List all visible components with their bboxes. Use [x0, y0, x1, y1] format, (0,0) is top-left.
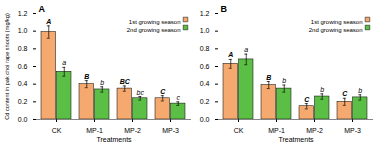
svg-text:MP-1: MP-1	[268, 127, 285, 134]
svg-text:C: C	[304, 96, 310, 103]
svg-text:MP-3: MP-3	[162, 127, 179, 134]
svg-text:C: C	[160, 88, 166, 95]
svg-text:2nd growing season: 2nd growing season	[127, 27, 181, 33]
svg-text:b: b	[282, 77, 286, 84]
svg-text:0.0: 0.0	[200, 116, 210, 123]
svg-text:0.6: 0.6	[18, 63, 28, 70]
svg-text:0.0: 0.0	[18, 116, 28, 123]
svg-text:CK: CK	[52, 127, 62, 134]
svg-text:c: c	[177, 94, 181, 101]
svg-text:bc: bc	[137, 89, 145, 96]
svg-text:0.6: 0.6	[200, 63, 210, 70]
svg-text:Cd content in pak choi rape sh: Cd content in pak choi rape shoots (mg/k…	[4, 13, 10, 120]
svg-text:Treatments: Treatments	[278, 136, 314, 143]
svg-text:A: A	[39, 4, 46, 14]
svg-text:0.8: 0.8	[18, 45, 28, 52]
svg-text:0.4: 0.4	[18, 80, 28, 87]
svg-text:B: B	[266, 74, 271, 81]
svg-text:1.0: 1.0	[200, 27, 210, 34]
svg-text:A: A	[45, 18, 51, 25]
svg-text:Treatments: Treatments	[96, 136, 132, 143]
svg-text:C: C	[342, 90, 348, 97]
svg-text:BC: BC	[120, 78, 131, 85]
svg-text:MP-1: MP-1	[86, 127, 103, 134]
svg-text:B: B	[221, 4, 228, 14]
svg-text:a: a	[244, 46, 248, 53]
svg-text:b: b	[358, 87, 362, 94]
svg-text:MP-2: MP-2	[306, 127, 323, 134]
svg-text:a: a	[62, 59, 66, 66]
svg-text:1.2: 1.2	[18, 10, 28, 17]
svg-text:1.2: 1.2	[200, 10, 210, 17]
svg-text:CK: CK	[234, 127, 244, 134]
svg-text:b: b	[320, 86, 324, 93]
svg-text:1.0: 1.0	[18, 27, 28, 34]
svg-text:0.8: 0.8	[200, 45, 210, 52]
svg-text:1st growing season: 1st growing season	[311, 19, 363, 25]
svg-text:A: A	[227, 51, 233, 58]
svg-text:B: B	[84, 73, 89, 80]
svg-text:0.2: 0.2	[18, 98, 28, 105]
svg-text:MP-3: MP-3	[344, 127, 361, 134]
svg-text:0.4: 0.4	[200, 80, 210, 87]
svg-text:MP-2: MP-2	[124, 127, 141, 134]
svg-text:b: b	[100, 79, 104, 86]
svg-text:2nd growing season: 2nd growing season	[309, 27, 363, 33]
svg-text:0.2: 0.2	[200, 98, 210, 105]
svg-text:1st growing season: 1st growing season	[129, 19, 181, 25]
